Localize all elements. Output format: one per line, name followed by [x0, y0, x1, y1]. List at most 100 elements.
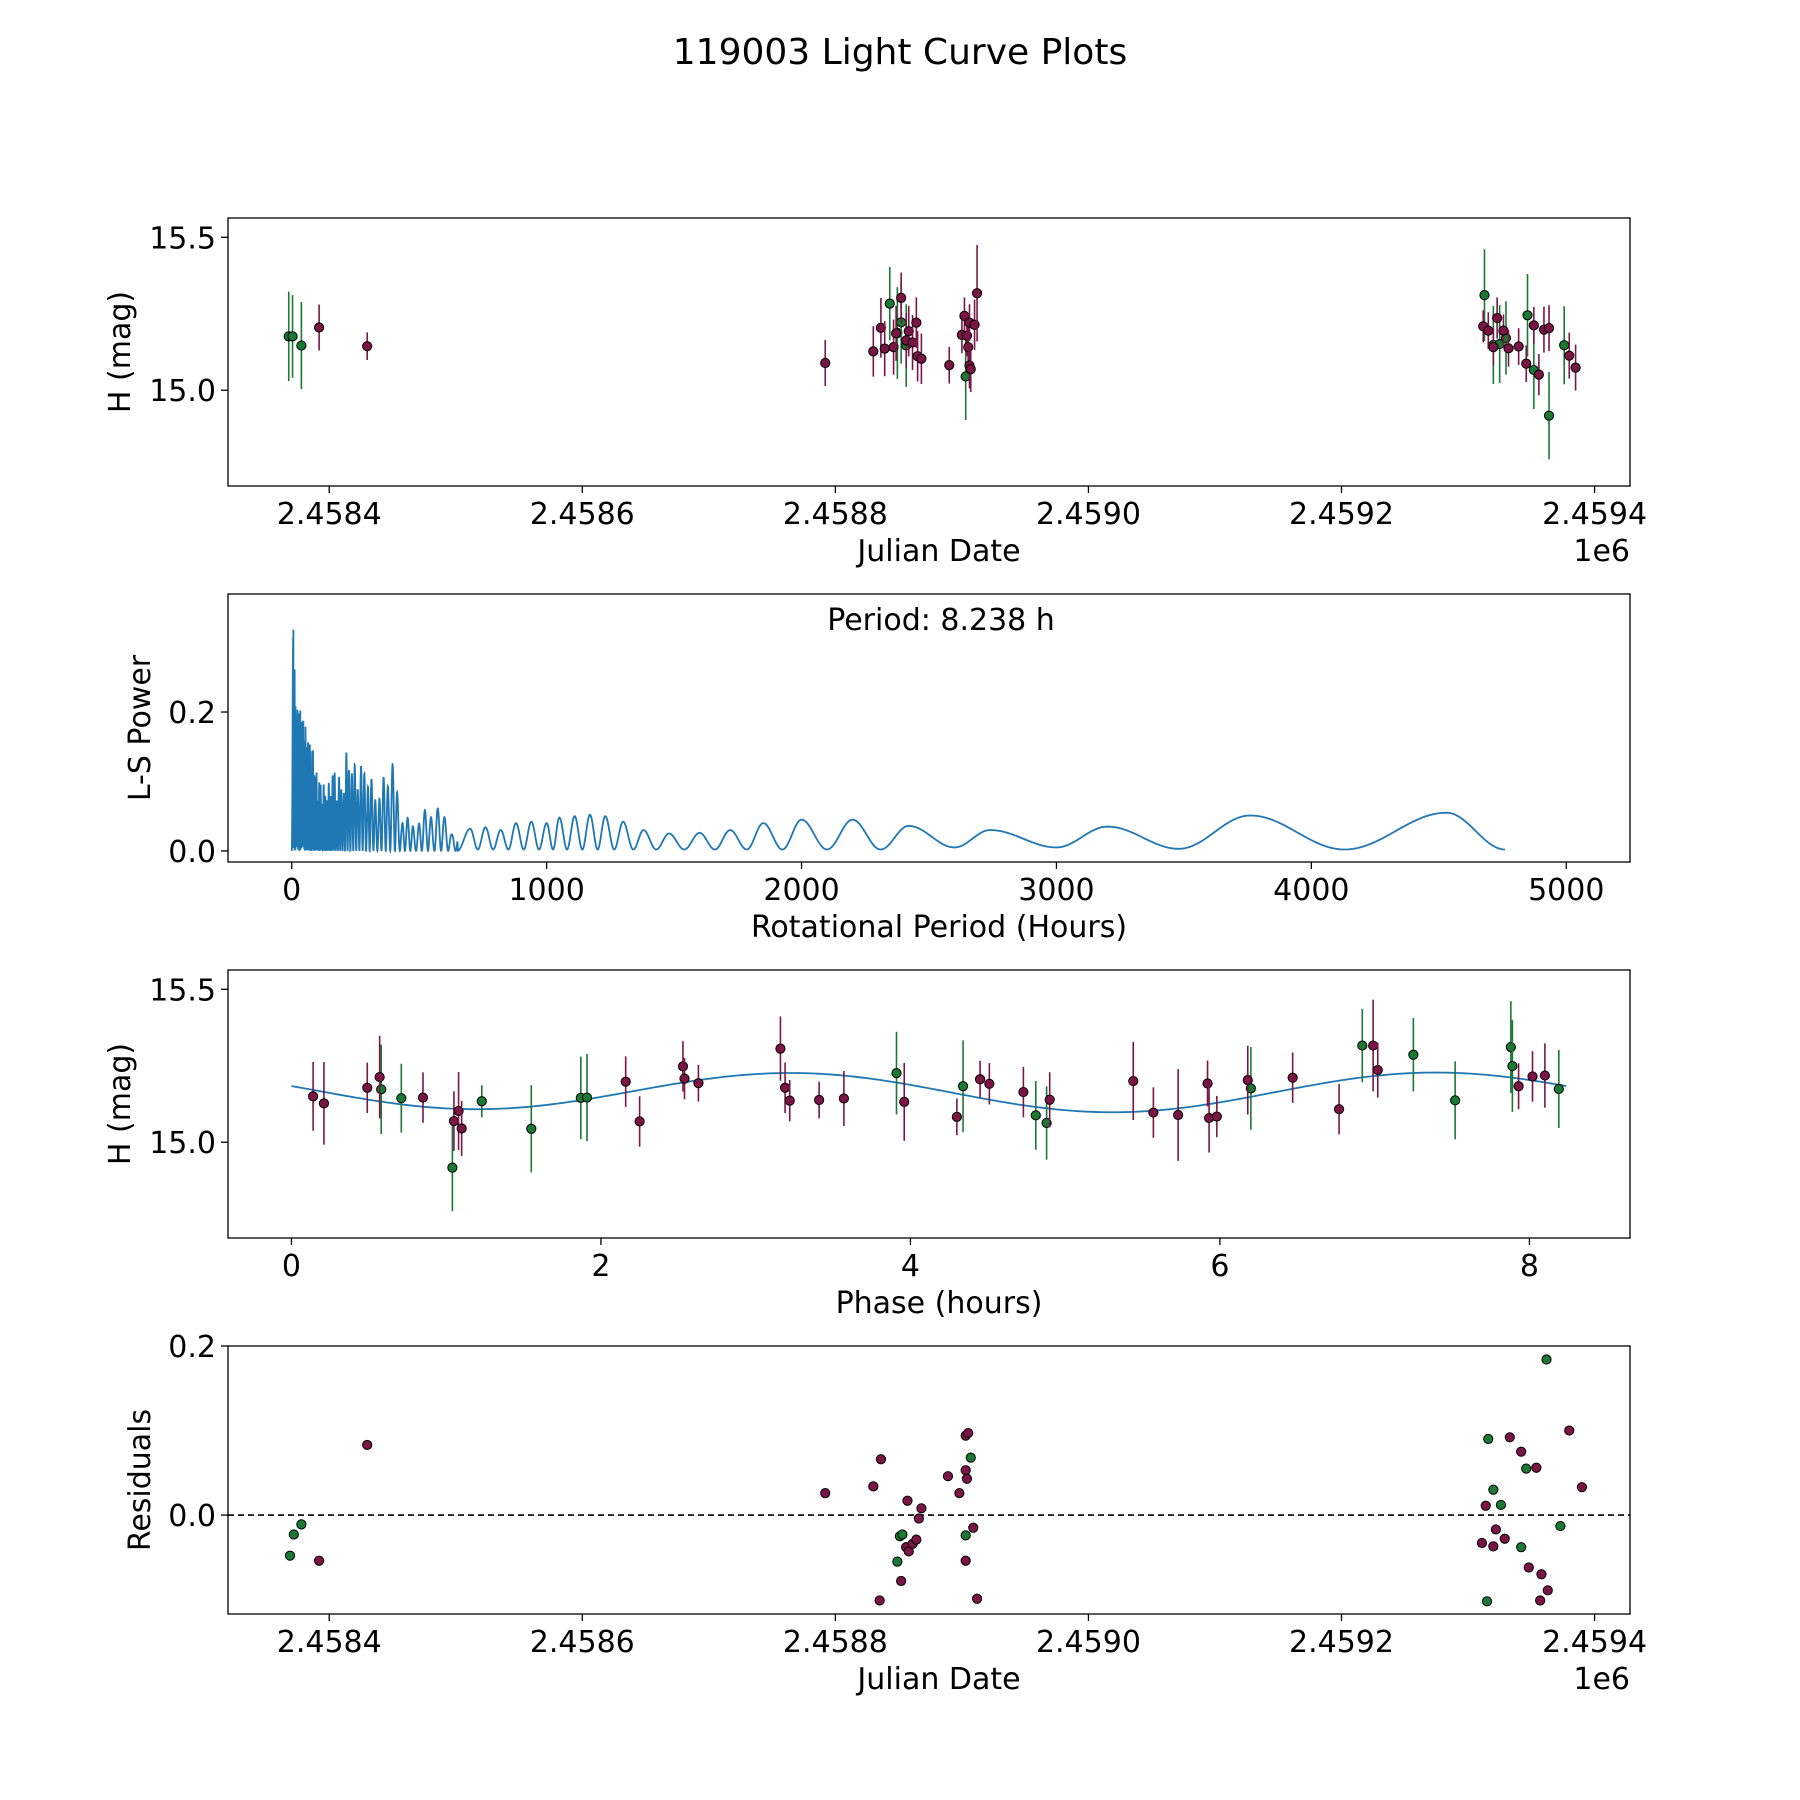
data-point-maroon — [971, 288, 983, 299]
lightcurve-date-panel: 2.4584 2.4586 2.4588 2.4590 2.4592 2.4594 15.0… — [103, 217, 1647, 569]
y-tick-label: 0.0 — [168, 835, 216, 870]
x-tick-label: 5000 — [1528, 873, 1604, 908]
y-axis-label: H (mag) — [103, 1043, 138, 1165]
data-point-maroon — [1372, 1064, 1383, 1076]
phased-lightcurve-panel: 0 2 4 6 8 15.0 15.5 Phase (hours) H (mag) — [103, 969, 1631, 1321]
data-point-maroon — [1543, 323, 1555, 334]
x-tick-label: 2.4588 — [783, 1625, 888, 1660]
data-point-green — [447, 1162, 458, 1173]
data-point-maroon — [1018, 1086, 1029, 1098]
data-point-maroon — [974, 1074, 986, 1085]
x-tick-label: 8 — [1520, 1249, 1539, 1284]
data-point-maroon — [874, 1595, 885, 1606]
data-point-green — [957, 1081, 969, 1092]
plot-area — [228, 1354, 1630, 1607]
data-point-maroon — [1570, 362, 1581, 373]
data-point-maroon — [968, 1522, 979, 1533]
data-point-maroon — [879, 343, 890, 354]
data-point-green — [1357, 1040, 1368, 1051]
data-point-maroon — [875, 1454, 887, 1465]
x-tick-label: 0 — [282, 873, 301, 908]
y-tick-label: 15.5 — [149, 221, 216, 256]
data-point-maroon — [911, 1534, 922, 1545]
data-point-maroon — [960, 1555, 971, 1566]
x-tick-label: 2.4588 — [783, 497, 888, 532]
data-point-green — [965, 1452, 976, 1463]
data-point-green — [1483, 1433, 1494, 1445]
data-point-maroon — [944, 360, 955, 371]
data-point-green — [960, 1530, 971, 1541]
data-point-green — [296, 1519, 307, 1530]
data-point-green — [1030, 1110, 1041, 1121]
data-point-maroon — [903, 326, 914, 337]
data-point-maroon — [1564, 1425, 1575, 1436]
data-point-maroon — [1513, 341, 1524, 352]
data-point-maroon — [362, 1082, 373, 1093]
data-point-green — [1505, 1041, 1516, 1053]
data-point-maroon — [1564, 350, 1575, 361]
data-point-maroon — [1576, 1482, 1588, 1493]
data-point-maroon — [620, 1076, 631, 1087]
x-tick-label: 4 — [901, 1249, 920, 1284]
data-point-green — [296, 340, 307, 351]
data-point-maroon — [784, 1095, 795, 1106]
data-point-maroon — [814, 1094, 825, 1106]
x-tick-label: 2.4584 — [277, 1625, 382, 1660]
x-tick-label: 2.4594 — [1542, 1625, 1647, 1660]
data-point-maroon — [961, 1473, 973, 1484]
data-point-maroon — [951, 1111, 962, 1122]
data-point-maroon — [868, 1481, 879, 1492]
x-tick-label: 4000 — [1273, 873, 1349, 908]
data-point-maroon — [374, 1071, 385, 1083]
data-point-maroon — [1542, 1585, 1553, 1596]
data-point-maroon — [896, 292, 907, 303]
data-point-green — [396, 1093, 407, 1104]
x-tick-label: 2 — [591, 1249, 610, 1284]
data-point-maroon — [1333, 1104, 1345, 1115]
period-annotation: Period: 8.238 h — [827, 603, 1055, 638]
data-point-maroon — [1173, 1109, 1184, 1121]
data-point-green — [1543, 410, 1555, 421]
data-point-maroon — [911, 317, 922, 328]
data-point-green — [1507, 1060, 1518, 1072]
x-tick-label: 2.4592 — [1289, 1625, 1394, 1660]
data-point-maroon — [318, 1098, 330, 1109]
x-tick-label: 2.4586 — [530, 1625, 635, 1660]
data-point-maroon — [916, 353, 927, 364]
data-point-maroon — [1536, 1569, 1547, 1580]
data-point-maroon — [891, 328, 902, 339]
data-point-maroon — [1488, 342, 1499, 353]
data-point-maroon — [1490, 1524, 1501, 1535]
data-point-maroon — [1528, 320, 1539, 331]
x-tick-label: 2.4586 — [530, 497, 635, 532]
x-tick-label: 6 — [1210, 1249, 1229, 1284]
x-tick-label: 2.4594 — [1542, 497, 1647, 532]
data-point-green — [884, 298, 895, 309]
data-point-maroon — [1516, 1446, 1527, 1457]
data-point-maroon — [1498, 325, 1509, 336]
data-point-maroon — [1499, 1533, 1510, 1544]
data-point-maroon — [1523, 1562, 1534, 1573]
data-point-green — [1541, 1354, 1552, 1365]
data-point-maroon — [417, 1092, 429, 1103]
data-point-maroon — [362, 1439, 373, 1451]
figure-title: 119003 Light Curve Plots — [673, 32, 1127, 73]
x-axis-label: Phase (hours) — [836, 1286, 1043, 1321]
data-point-maroon — [679, 1073, 690, 1084]
x-tick-label: 3000 — [1018, 873, 1094, 908]
data-point-green — [1495, 1499, 1507, 1511]
data-point-green — [897, 1529, 908, 1540]
y-tick-label: 15.0 — [149, 374, 216, 409]
data-point-green — [1450, 1095, 1461, 1106]
data-point-maroon — [677, 1061, 689, 1072]
plot-area — [291, 999, 1567, 1212]
data-point-maroon — [971, 1593, 983, 1604]
data-point-maroon — [1488, 1541, 1499, 1552]
data-point-green — [1559, 340, 1570, 351]
data-point-green — [1479, 289, 1490, 301]
data-point-maroon — [965, 364, 976, 375]
axes-frame — [227, 969, 1631, 1239]
x-axis-label: Julian Date — [855, 534, 1020, 569]
data-point-maroon — [820, 1488, 831, 1499]
y-tick-label: 0.2 — [168, 696, 216, 731]
